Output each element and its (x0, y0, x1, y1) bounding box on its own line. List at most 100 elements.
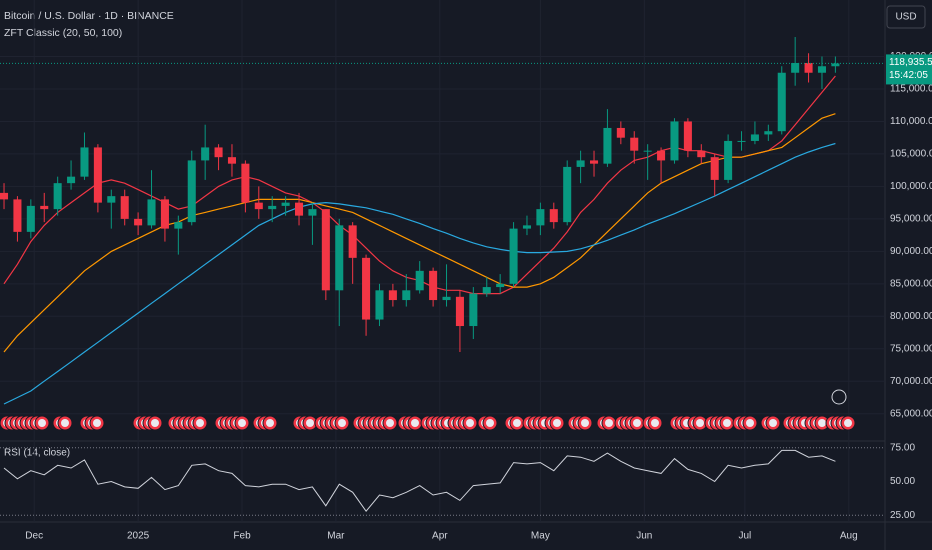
rsi-tick-label: 75.00 (890, 442, 915, 453)
candle-body (576, 160, 585, 167)
candle-body (442, 296, 451, 301)
x-tick-label: Apr (432, 531, 448, 542)
moving-average (3, 142, 836, 405)
event-icon-inner (633, 419, 641, 427)
candle-body (710, 157, 719, 180)
x-tick-label: 2025 (127, 531, 150, 542)
currency-button[interactable] (886, 5, 926, 29)
x-tick-label: Jul (738, 531, 751, 542)
candle-body (201, 147, 210, 161)
y-tick-label: 65,000.00 (890, 408, 932, 419)
y-tick-label: 100,000.00 (890, 181, 932, 192)
indicator-title: ZFT Classic (20, 50, 100) (4, 27, 122, 39)
event-icon-inner (196, 419, 204, 427)
event-icon-inner (61, 419, 69, 427)
candle-body (308, 209, 317, 216)
candle-body (603, 127, 612, 164)
candle-body (53, 183, 62, 210)
candle-body (670, 121, 679, 161)
moving-average (3, 113, 836, 353)
candle-body (214, 147, 223, 158)
event-icon-inner (38, 419, 46, 427)
event-icon-inner (723, 419, 731, 427)
x-tick-label: Dec (25, 531, 43, 542)
candle-body (590, 160, 599, 164)
candle-body (724, 140, 733, 180)
candle-body (40, 205, 49, 210)
candle-body (750, 134, 759, 141)
candle-body (375, 290, 384, 320)
candle-body (227, 157, 236, 164)
y-tick-label: 105,000.00 (890, 149, 932, 160)
y-tick-label: 70,000.00 (890, 376, 932, 387)
candle-body (402, 290, 411, 301)
rsi-tick-label: 50.00 (890, 476, 915, 487)
event-icon-inner (338, 419, 346, 427)
candle-body (509, 228, 518, 284)
candle-body (764, 131, 773, 135)
y-tick-label: 90,000.00 (890, 246, 932, 257)
candle-body (268, 205, 277, 210)
event-icon-inner (386, 419, 394, 427)
x-tick-label: Mar (327, 531, 345, 542)
candle-body (469, 293, 478, 327)
candle-body (616, 127, 625, 138)
event-icon-inner (605, 419, 613, 427)
rsi-line (3, 449, 836, 513)
grid (0, 0, 885, 522)
candle-body (563, 166, 572, 223)
candle-body (335, 225, 344, 291)
candle-body (697, 150, 706, 158)
candle-body (321, 209, 330, 291)
currency[interactable]: USD (895, 12, 916, 23)
event-icon-inner (696, 419, 704, 427)
event-icon-inner (306, 419, 314, 427)
candle-body (388, 290, 397, 301)
candle-body (817, 66, 826, 73)
x-tick-label: Jun (636, 531, 652, 542)
event-icon-inner (238, 419, 246, 427)
y-tick-label: 75,000.00 (890, 343, 932, 354)
x-tick-label: Feb (233, 531, 251, 542)
rsi-title: RSI (14, close) (4, 448, 70, 459)
x-tick-label: May (531, 531, 550, 542)
event-icon-inner (486, 419, 494, 427)
event-icon-inner (93, 419, 101, 427)
countdown: 15:42:05 (889, 70, 928, 81)
y-tick-label: 85,000.00 (890, 278, 932, 289)
event-icon-inner (581, 419, 589, 427)
candle-body (26, 205, 35, 232)
candle-body (147, 199, 156, 226)
candle-body (241, 163, 250, 203)
candle-body (80, 147, 89, 177)
candle-body (107, 196, 116, 203)
event-icon-inner (411, 419, 419, 427)
event-icon-inner (266, 419, 274, 427)
candle-body (482, 287, 491, 294)
chart-title: Bitcoin / U.S. Dollar · 1D · BINANCE (4, 10, 174, 22)
candle-body (536, 209, 545, 226)
candle-body (415, 270, 424, 291)
rsi-tick-label: 25.00 (890, 510, 915, 521)
candle-body (630, 137, 639, 151)
candle-body (120, 196, 129, 219)
event-icon-inner (651, 419, 659, 427)
event-icon-inner (513, 419, 521, 427)
event-icon-inner (553, 419, 561, 427)
candle-body (777, 72, 786, 132)
event-marker (831, 389, 847, 405)
y-tick-label: 95,000.00 (890, 214, 932, 225)
candle-body (295, 202, 304, 216)
candle-body (362, 257, 371, 320)
candle-body (254, 202, 263, 210)
last-price-label: 118,935.50 (889, 57, 932, 68)
event-icon-inner (746, 419, 754, 427)
y-tick-label: 80,000.00 (890, 311, 932, 322)
y-tick-label: 115,000.00 (890, 84, 932, 95)
candle-body (549, 209, 558, 223)
candle-body (134, 218, 143, 226)
event-icon-inner (818, 419, 826, 427)
